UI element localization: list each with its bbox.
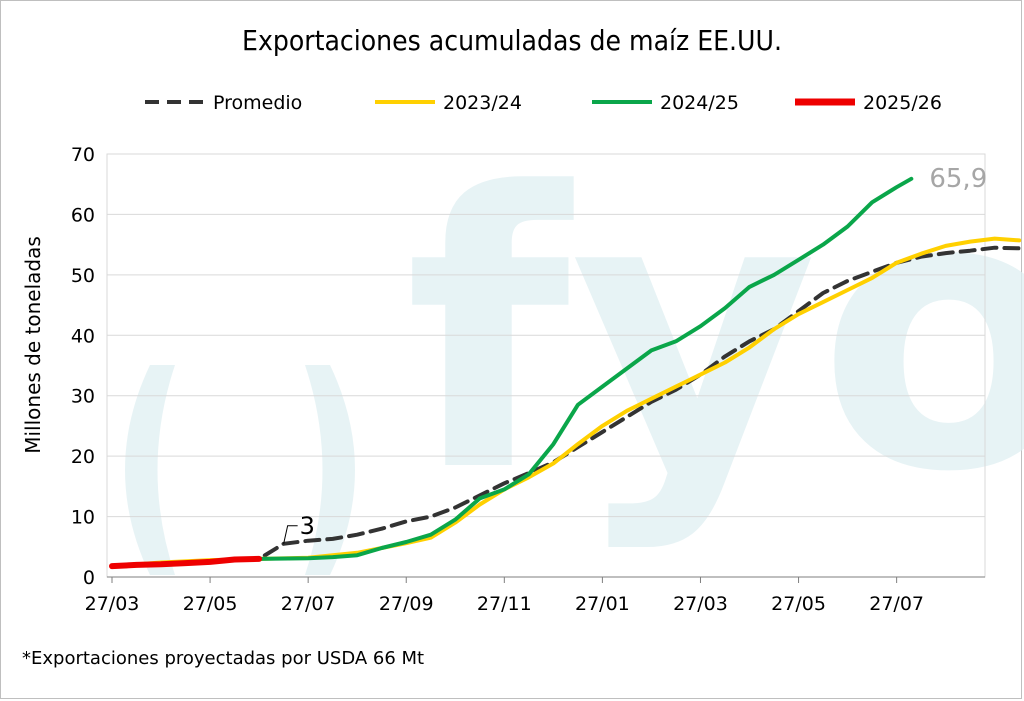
legend-label: Promedio: [213, 92, 302, 114]
x-tick-label: 27/01: [575, 593, 630, 615]
y-tick-label: 50: [71, 265, 95, 287]
axes: 0 10 20 30 40 50 60 70 27/03 27/05 27/07 27/09 27/11…: [71, 144, 985, 615]
legend-label: 2023/24: [443, 92, 522, 114]
series-line-2024-25: [110, 176, 914, 569]
series-line-2025-26: [109, 555, 263, 570]
x-tick-label: 27/03: [673, 593, 728, 615]
x-tick-label: 27/07: [869, 593, 924, 615]
annotation-leader: [283, 525, 298, 544]
x-tick-label: 27/07: [281, 593, 336, 615]
legend-label: 2025/26: [863, 92, 942, 114]
annotations: 65,93: [283, 164, 987, 544]
legend: Promedio 2023/24 2024/25 2025/26: [145, 92, 942, 114]
y-tick-label: 10: [71, 507, 95, 529]
fyo-watermark-logo: fyo: [125, 112, 1024, 575]
legend-label: 2024/25: [660, 92, 739, 114]
y-tick-label: 40: [71, 325, 95, 347]
series-group: [109, 176, 1022, 570]
y-tick-label: 60: [71, 204, 95, 226]
annotation-label: 65,9: [929, 164, 987, 194]
y-tick-label: 70: [71, 144, 95, 166]
x-tick-label: 27/03: [85, 593, 140, 615]
x-tick-label: 27/05: [183, 593, 238, 615]
x-tick-label: 27/05: [771, 593, 826, 615]
annotation-label: 3: [300, 512, 315, 540]
y-axis-label: Millones de toneladas: [21, 236, 45, 454]
x-tick-label: 27/09: [379, 593, 434, 615]
series-line-promedio: [110, 245, 1022, 569]
y-tick-label: 30: [71, 386, 95, 408]
footnote: *Exportaciones proyectadas por USDA 66 M…: [22, 648, 425, 669]
x-tick-label: 27/11: [477, 593, 532, 615]
y-tick-label: 20: [71, 446, 95, 468]
y-tick-label: 0: [83, 567, 95, 589]
chart-title: Exportaciones acumuladas de maíz EE.UU.: [242, 24, 782, 57]
